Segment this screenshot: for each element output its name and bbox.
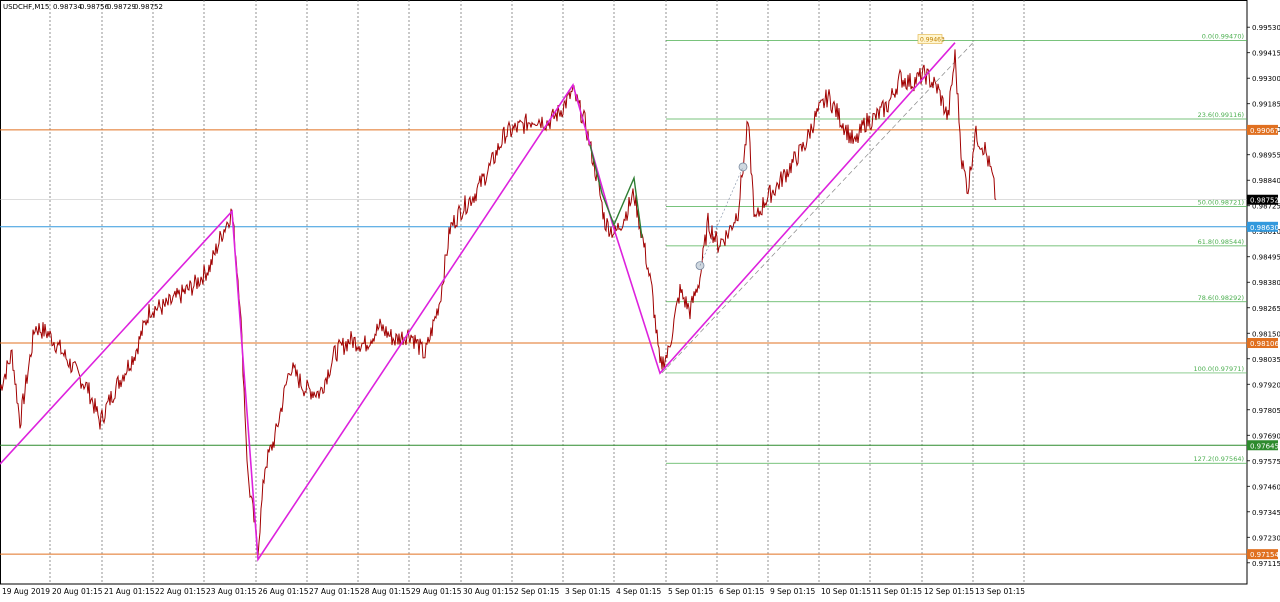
plot-border — [0, 0, 1248, 585]
fib-level-label: 50.0(0.98721) — [1198, 199, 1244, 207]
price-tag-label: 0.97645 — [1250, 442, 1279, 450]
price-tick-label: 0.99185 — [1252, 101, 1280, 109]
time-tick-label: 11 Sep 01:15 — [872, 587, 922, 596]
time-tick-label: 2 Sep 01:15 — [514, 587, 560, 596]
price-tag-label: 0.99067 — [1250, 127, 1279, 135]
price-tag-label: 0.98630 — [1250, 224, 1279, 232]
marker-circle — [738, 162, 748, 172]
fib-top-tag-label: 0.99463 — [920, 37, 945, 44]
price-tag-label: 0.98752 — [1250, 197, 1279, 205]
price-tag-bg — [1247, 549, 1278, 560]
time-axis[interactable]: 19 Aug 2019 20 Aug 01:15 21 Aug 01:15 22 Au… — [2, 587, 1025, 596]
price-tag-label: 0.97154 — [1250, 551, 1279, 559]
price-tick-label: 0.98380 — [1252, 279, 1280, 287]
price-tick-label: 0.99300 — [1252, 75, 1280, 83]
time-tick-label: 6 Sep 01:15 — [719, 587, 765, 596]
price-series — [0, 49, 997, 557]
fibonacci-retracement[interactable]: 0.0(0.99470) 23.6(0.99116) 50.0(0.98721) 61… — [661, 33, 1247, 464]
price-tick-label: 0.97920 — [1252, 381, 1280, 389]
vertical-grid — [0, 0, 1248, 585]
zigzag-polyline[interactable] — [0, 42, 956, 562]
price-line — [0, 49, 997, 557]
price-tag-bg — [1247, 338, 1278, 349]
fib-level-label: 23.6(0.99116) — [1198, 111, 1244, 119]
price-tags: 0.99067 0.98630 0.98106 0.97645 0.97154 0.987… — [1247, 124, 1279, 560]
price-tick-label: 0.97805 — [1252, 407, 1280, 415]
price-tick-label: 0.98035 — [1252, 356, 1280, 364]
price-tick-label: 0.97460 — [1252, 483, 1280, 491]
time-tick-label: 20 Aug 01:15 — [52, 587, 103, 596]
fib-level-label: 0.0(0.99470) — [1202, 33, 1244, 41]
ohlc-open: 0.98734 — [53, 3, 82, 11]
fib-level-label: 127.2(0.97564) — [1193, 455, 1244, 463]
ohlc-high: 0.98756 — [80, 3, 109, 11]
price-tick-label: 0.97690 — [1252, 432, 1280, 440]
zigzag-lines[interactable] — [0, 42, 956, 562]
chart-header: USDCHF,M15 0.98734 0.98756 0.98729 0.987… — [3, 3, 163, 11]
time-tick-label: 3 Sep 01:15 — [565, 587, 611, 596]
price-tick-label: 0.98610 — [1252, 228, 1280, 236]
time-tick-label: 23 Aug 01:15 — [206, 587, 257, 596]
price-tick-label: 0.97115 — [1252, 560, 1280, 568]
time-tick-label: 5 Sep 01:15 — [668, 587, 714, 596]
time-tick-label: 19 Aug 2019 — [2, 587, 50, 596]
price-tick-label: 0.99415 — [1252, 50, 1280, 58]
price-tick-label: 0.98495 — [1252, 254, 1280, 262]
time-tick-label: 12 Sep 01:15 — [924, 587, 974, 596]
price-tick-label: 0.98725 — [1252, 203, 1280, 211]
time-tick-label: 26 Aug 01:15 — [258, 587, 309, 596]
time-tick-label: 29 Aug 01:15 — [411, 587, 462, 596]
price-tick-label: 0.98955 — [1252, 152, 1280, 160]
price-tag-bg — [1247, 124, 1278, 135]
fib-level-label: 100.0(0.97971) — [1193, 365, 1244, 373]
price-tag-bg — [1247, 440, 1278, 451]
price-tick-label: 0.97575 — [1252, 458, 1280, 466]
time-tick-label: 9 Sep 01:15 — [770, 587, 816, 596]
price-tick-label: 0.98265 — [1252, 305, 1280, 313]
annotations — [695, 162, 748, 271]
time-tick-label: 13 Sep 01:15 — [975, 587, 1025, 596]
price-tag-bg — [1247, 194, 1278, 205]
horizontal-levels — [0, 129, 1247, 555]
fib-trendline[interactable] — [661, 40, 976, 374]
time-tick-label: 27 Aug 01:15 — [309, 587, 360, 596]
price-tick-label: 0.97230 — [1252, 534, 1280, 542]
time-tick-label: 21 Aug 01:15 — [104, 587, 155, 596]
fib-level-label: 78.6(0.98292) — [1198, 294, 1244, 302]
symbol-timeframe: USDCHF,M15 — [3, 3, 49, 11]
time-tick-label: 10 Sep 01:15 — [821, 587, 871, 596]
fib-level-label: 61.8(0.98544) — [1198, 238, 1244, 246]
time-tick-label: 4 Sep 01:15 — [616, 587, 662, 596]
time-tick-label: 28 Aug 01:15 — [360, 587, 411, 596]
fib-top-tag — [917, 34, 943, 44]
price-tick-label: 0.99530 — [1252, 24, 1280, 32]
price-tick-label: 0.98840 — [1252, 177, 1280, 185]
price-tag-label: 0.98106 — [1250, 340, 1279, 348]
wave-polyline[interactable] — [589, 144, 643, 238]
price-tick-label: 0.97345 — [1252, 509, 1280, 517]
marker-connector — [699, 166, 744, 266]
ohlc-close: 0.98752 — [134, 3, 163, 11]
price-tick-label: 0.98150 — [1252, 330, 1280, 338]
price-tag-bg — [1247, 221, 1278, 232]
ohlc-low: 0.98729 — [107, 3, 136, 11]
time-tick-label: 22 Aug 01:15 — [155, 587, 206, 596]
time-tick-label: 30 Aug 01:15 — [463, 587, 514, 596]
